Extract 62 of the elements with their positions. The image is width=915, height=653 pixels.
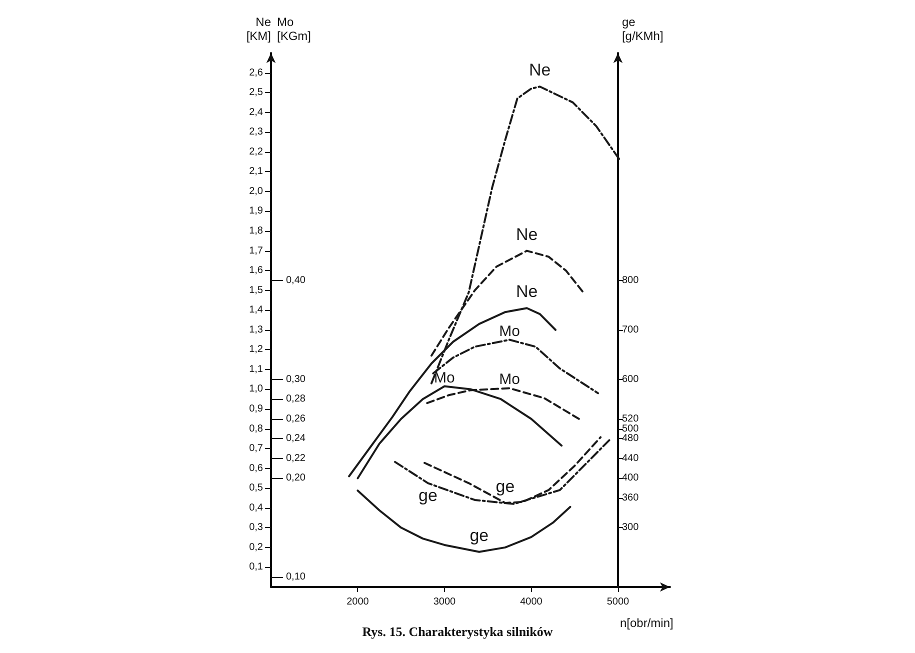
series-label: Ne xyxy=(529,60,551,80)
y-tick-label: 0,2 xyxy=(249,542,264,553)
y3-axis-title: ge [g/KMh] xyxy=(622,15,664,43)
y-tick-label: 0,9 xyxy=(249,404,264,414)
series-label: ge xyxy=(496,476,515,496)
y2-tick-label: 0,40 xyxy=(286,274,306,286)
y-tick-label: 2,4 xyxy=(249,106,264,118)
y-tick-label: 2,5 xyxy=(249,87,264,98)
y-tick-label: 1,5 xyxy=(249,284,264,296)
y3-tick-label: 480 xyxy=(622,433,640,444)
y2-axis-title: Mo [KGm] xyxy=(277,15,312,43)
y-tick-label: 1,2 xyxy=(249,344,264,356)
y2-tick-label: 0,10 xyxy=(286,572,306,583)
y-tick-label: 0,8 xyxy=(249,423,264,434)
series-label: ge xyxy=(470,526,489,545)
y3-tick-label: 600 xyxy=(622,374,640,385)
y2-tick-label: 0,26 xyxy=(286,413,306,424)
text: Rys. 15. Charakterystyka silników xyxy=(362,624,554,639)
y-tick-label: 2,3 xyxy=(249,126,264,138)
series-label: Mo xyxy=(434,369,455,386)
y3-tick-label: 360 xyxy=(622,492,640,504)
y-tick-label: 1,3 xyxy=(249,324,264,336)
y-tick-label: 1,4 xyxy=(249,304,264,316)
y-tick-label: 0,4 xyxy=(249,502,264,514)
y-tick-label: 2,6 xyxy=(249,67,264,78)
y-tick-label: 2,2 xyxy=(249,146,264,158)
x-tick-label: 4000 xyxy=(520,596,543,608)
y3-tick-label: 520 xyxy=(622,413,640,424)
x-tick-label: 5000 xyxy=(606,596,630,608)
series-label: Mo xyxy=(499,322,520,340)
y-tick-label: 0,3 xyxy=(249,522,264,534)
y2-tick-label: 0,20 xyxy=(286,472,306,484)
y3-tick-label: 800 xyxy=(622,274,640,286)
y-tick-label: 2,1 xyxy=(249,166,264,178)
y-tick-label: 1,1 xyxy=(249,364,264,375)
y-tick-label: 1,0 xyxy=(249,384,264,395)
y-tick-label: 0,7 xyxy=(249,443,264,454)
series-label: Mo xyxy=(499,371,520,388)
y2-tick-label: 0,30 xyxy=(286,374,306,385)
y3-tick-label: 500 xyxy=(622,423,640,434)
series-label: Ne xyxy=(516,282,538,302)
y3-tick-label: 700 xyxy=(622,324,640,336)
y-tick-label: 0,1 xyxy=(249,562,264,573)
x-tick-label: 2000 xyxy=(346,596,370,608)
y3-tick-label: 400 xyxy=(622,472,640,484)
y-tick-label: 1,7 xyxy=(249,245,264,256)
y-tick-label: 0,6 xyxy=(249,462,264,474)
series-label: ge xyxy=(418,486,438,506)
y3-tick-label: 300 xyxy=(622,522,640,534)
x-axis-title: n[obr/min] xyxy=(620,616,674,630)
y2-tick-label: 0,24 xyxy=(286,433,306,444)
y-tick-label: 0,5 xyxy=(249,482,264,494)
y-tick-label: 1,8 xyxy=(249,226,264,236)
y-tick-label: 1,6 xyxy=(249,265,264,276)
y-axis-title: Ne [KM] xyxy=(246,15,272,43)
y-tick-label: 1,9 xyxy=(249,206,264,217)
series-label: Ne xyxy=(516,224,538,244)
y2-tick-label: 0,28 xyxy=(286,394,306,405)
y-tick-label: 2,0 xyxy=(249,186,264,197)
y3-tick-label: 440 xyxy=(622,452,640,464)
x-tick-label: 3000 xyxy=(433,596,456,608)
y2-tick-label: 0,22 xyxy=(286,452,306,464)
